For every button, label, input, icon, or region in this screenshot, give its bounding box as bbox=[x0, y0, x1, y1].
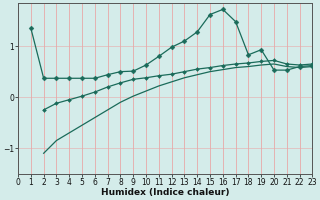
X-axis label: Humidex (Indice chaleur): Humidex (Indice chaleur) bbox=[101, 188, 229, 197]
